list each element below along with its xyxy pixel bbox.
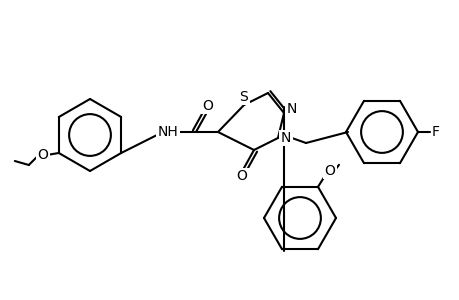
Text: O: O	[324, 164, 335, 178]
Text: F: F	[431, 125, 439, 139]
Text: O: O	[236, 169, 247, 183]
Text: NH: NH	[157, 125, 178, 139]
Text: S: S	[239, 90, 248, 104]
Text: N: N	[280, 131, 291, 145]
Text: O: O	[37, 148, 48, 162]
Text: O: O	[202, 99, 213, 113]
Text: N: N	[286, 102, 297, 116]
